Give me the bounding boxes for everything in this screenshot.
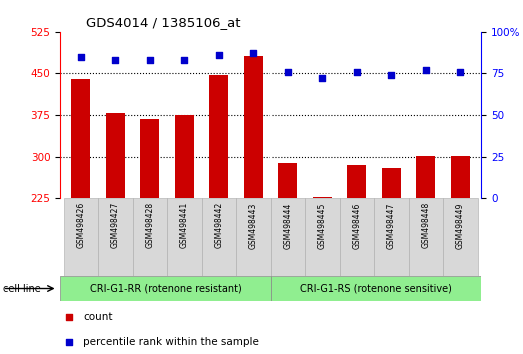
FancyBboxPatch shape <box>339 198 374 276</box>
Bar <box>313 196 332 198</box>
FancyBboxPatch shape <box>271 198 305 276</box>
FancyBboxPatch shape <box>60 276 271 301</box>
Bar <box>278 163 298 198</box>
Point <box>456 69 464 75</box>
Point <box>249 51 258 56</box>
FancyBboxPatch shape <box>271 276 481 301</box>
Bar <box>71 79 90 198</box>
Point <box>77 54 85 59</box>
Bar <box>244 56 263 198</box>
Text: GSM498428: GSM498428 <box>145 202 154 248</box>
Point <box>387 72 395 78</box>
Text: percentile rank within the sample: percentile rank within the sample <box>83 337 259 347</box>
Text: GSM498449: GSM498449 <box>456 202 465 249</box>
Point <box>146 57 154 63</box>
Point <box>318 76 326 81</box>
FancyBboxPatch shape <box>167 198 202 276</box>
Point <box>353 69 361 75</box>
Bar <box>451 155 470 198</box>
FancyBboxPatch shape <box>408 198 443 276</box>
Bar <box>209 75 229 198</box>
Text: cell line: cell line <box>3 284 40 293</box>
FancyBboxPatch shape <box>64 198 98 276</box>
Text: GSM498448: GSM498448 <box>422 202 430 249</box>
Point <box>422 67 430 73</box>
Bar <box>347 165 367 198</box>
Bar <box>106 113 125 198</box>
Text: GSM498442: GSM498442 <box>214 202 223 249</box>
FancyBboxPatch shape <box>202 198 236 276</box>
Point <box>283 69 292 75</box>
Text: GSM498445: GSM498445 <box>318 202 327 249</box>
Bar <box>382 168 401 198</box>
Point <box>64 314 73 320</box>
Text: GDS4014 / 1385106_at: GDS4014 / 1385106_at <box>86 16 241 29</box>
Point <box>64 339 73 344</box>
Text: GSM498426: GSM498426 <box>76 202 85 249</box>
FancyBboxPatch shape <box>443 198 477 276</box>
Text: GSM498447: GSM498447 <box>387 202 396 249</box>
Text: CRI-G1-RS (rotenone sensitive): CRI-G1-RS (rotenone sensitive) <box>300 284 452 293</box>
Text: GSM498443: GSM498443 <box>249 202 258 249</box>
FancyBboxPatch shape <box>236 198 271 276</box>
Text: GSM498446: GSM498446 <box>353 202 361 249</box>
Bar <box>416 155 436 198</box>
FancyBboxPatch shape <box>133 198 167 276</box>
Bar <box>175 115 194 198</box>
Text: GSM498444: GSM498444 <box>283 202 292 249</box>
Point <box>180 57 189 63</box>
Text: GSM498427: GSM498427 <box>111 202 120 249</box>
Text: CRI-G1-RR (rotenone resistant): CRI-G1-RR (rotenone resistant) <box>89 284 241 293</box>
Text: count: count <box>83 312 113 322</box>
FancyBboxPatch shape <box>374 198 408 276</box>
FancyBboxPatch shape <box>305 198 339 276</box>
Point <box>111 57 120 63</box>
Point <box>215 52 223 58</box>
Text: GSM498441: GSM498441 <box>180 202 189 249</box>
Bar <box>140 119 160 198</box>
FancyBboxPatch shape <box>98 198 133 276</box>
